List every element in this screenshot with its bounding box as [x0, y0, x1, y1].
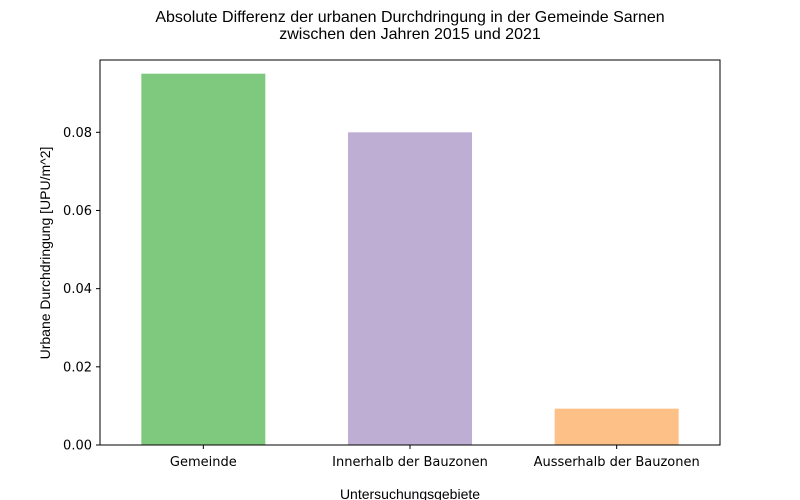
x-tick-label-1: Innerhalb der Bauzonen — [332, 455, 488, 470]
y-tick-label-3: 0.06 — [63, 204, 92, 219]
chart-title-line-1: Absolute Differenz der urbanen Durchdrin… — [155, 9, 664, 26]
x-axis-label: Untersuchungsgebiete — [340, 486, 480, 500]
bars-group — [141, 73, 679, 446]
x-axis-ticks: Gemeinde Innerhalb der Bauzonen Ausserhalb… — [170, 445, 700, 470]
y-axis-label: Urbane Durchdringung [UPU/m^2] — [37, 147, 53, 360]
y-tick-label-1: 0.02 — [63, 360, 92, 375]
y-axis-ticks: 0.00 0.02 0.04 0.06 0.08 — [63, 126, 100, 454]
y-tick-label-4: 0.08 — [63, 126, 92, 141]
y-tick-label-0: 0.00 — [63, 439, 92, 454]
bar-0 — [141, 73, 266, 445]
y-tick-label-2: 0.04 — [63, 282, 92, 297]
x-tick-label-2: Ausserhalb der Bauzonen — [534, 455, 700, 470]
bar-2 — [554, 408, 679, 445]
chart-title-line-2: zwischen den Jahren 2015 und 2021 — [279, 26, 541, 43]
bar-1 — [348, 132, 472, 446]
plot-frame — [99, 59, 721, 446]
x-tick-label-0: Gemeinde — [170, 455, 237, 470]
